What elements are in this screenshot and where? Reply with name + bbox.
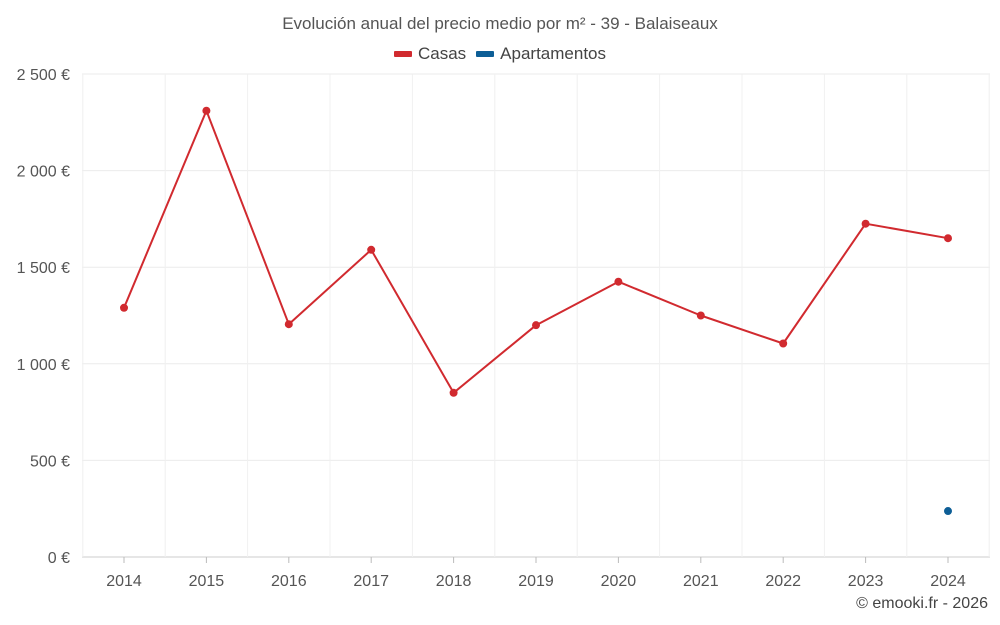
x-tick-label: 2017 <box>353 573 389 590</box>
data-point-casas <box>284 320 293 329</box>
legend-label-casas: Casas <box>417 44 467 63</box>
data-point-casas <box>449 388 458 397</box>
chart-legend: Casas Apartamentos <box>0 44 1000 64</box>
y-tick-label: 2 500 € <box>17 67 70 84</box>
legend-swatch-apartamentos <box>476 51 495 57</box>
data-point-casas <box>367 245 376 254</box>
x-tick-label: 2018 <box>436 573 472 590</box>
data-point-casas <box>120 303 128 312</box>
data-point-casas <box>861 219 870 228</box>
x-tick-label: 2023 <box>848 573 884 590</box>
x-tick-label: 2022 <box>765 573 801 590</box>
x-tick-label: 2014 <box>106 573 142 590</box>
x-tick-label: 2016 <box>271 573 307 590</box>
chart-title: Evolución anual del precio medio por m² … <box>282 14 718 33</box>
x-tick-label: 2024 <box>930 573 966 590</box>
x-tick-label: 2021 <box>683 573 719 590</box>
data-point-casas <box>696 311 705 320</box>
data-point-casas <box>202 106 211 115</box>
y-tick-label: 0 € <box>48 550 70 567</box>
legend-swatch-casas <box>393 51 412 57</box>
legend-item-apartamentos[interactable]: Apartamentos <box>476 44 606 64</box>
data-point-casas <box>944 234 952 243</box>
y-tick-label: 1 000 € <box>17 357 70 374</box>
data-point-casas <box>614 277 623 286</box>
legend-label-apartamentos: Apartamentos <box>500 44 607 63</box>
data-point-casas <box>532 321 540 330</box>
x-tick-label: 2020 <box>601 573 637 590</box>
x-tick-label: 2015 <box>189 573 225 590</box>
y-tick-label: 1 500 € <box>17 260 70 277</box>
data-point-casas <box>779 339 788 348</box>
credit-text: © emooki.fr - 2026 <box>856 595 988 612</box>
y-tick-label: 2 000 € <box>17 164 70 181</box>
y-tick-label: 500 € <box>30 453 70 470</box>
legend-item-casas[interactable]: Casas <box>393 44 467 64</box>
x-tick-label: 2019 <box>518 573 554 590</box>
data-point-apartamentos <box>944 507 952 516</box>
